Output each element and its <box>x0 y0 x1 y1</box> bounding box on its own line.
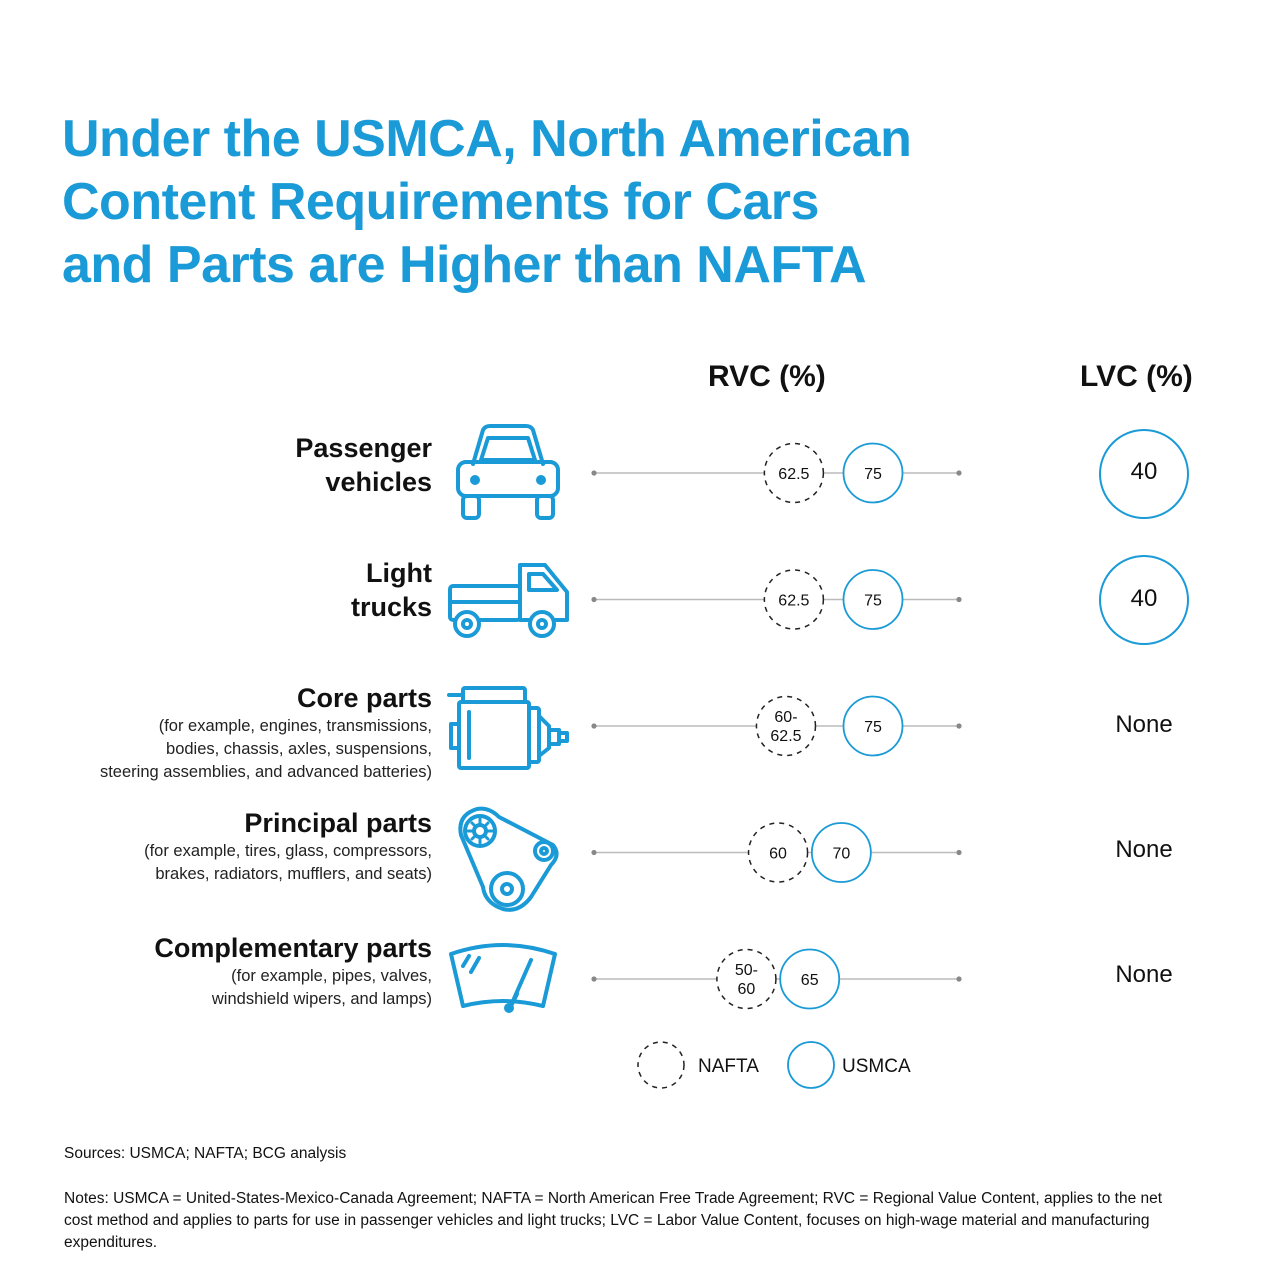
rvc-nafta-marker-passenger-vehicles <box>763 442 825 504</box>
rvc-track-end-dot <box>956 596 962 603</box>
lvc-value-passenger-vehicles: 40 <box>1130 458 1158 485</box>
row-label-core-parts: Core parts (for example, engines, transm… <box>100 681 432 784</box>
rvc-usmca-label: 75 <box>864 466 882 483</box>
title-line: Content Requirements for Cars <box>62 173 819 231</box>
rvc-nafta-marker-light-trucks <box>763 569 825 630</box>
legend-nafta-marker <box>637 1041 685 1089</box>
row-label-complementary-parts: Complementary parts (for example, pipes,… <box>154 931 432 1011</box>
truck-icon <box>447 562 571 642</box>
rvc-nafta-label: 62.5 <box>778 593 809 610</box>
lvc-circles <box>1099 429 1189 645</box>
title-line: and Parts are Higher than NAFTA <box>62 236 867 294</box>
rvc-track-start-dot <box>591 849 597 856</box>
rvc-chart: 62.5 75 62.5 75 60- 62.5 75 60 70 50- 60 65 <box>591 442 962 1010</box>
row-description: brakes, radiators, mufflers, and seats) <box>155 865 432 883</box>
rvc-usmca-marker-principal-parts <box>810 822 872 883</box>
legend-nafta-label: NAFTA <box>698 1056 759 1077</box>
rvc-nafta-label: 60- <box>774 709 797 726</box>
engine-icon <box>447 686 571 772</box>
legend-usmca-marker <box>787 1041 835 1089</box>
rvc-usmca-marker-light-trucks <box>842 569 904 630</box>
windshield-icon <box>447 940 559 1014</box>
lvc-circle-light-trucks <box>1099 555 1189 645</box>
rvc-usmca-marker-complementary-parts <box>779 948 841 1010</box>
rvc-track-start-dot <box>591 723 597 729</box>
sources-note: Sources: USMCA; NAFTA; BCG analysis <box>64 1145 347 1162</box>
row-name: Passenger <box>295 433 432 463</box>
rvc-column-header: RVC (%) <box>708 360 826 393</box>
rvc-track-start-dot <box>591 596 597 603</box>
row-description: steering assemblies, and advanced batter… <box>99 763 432 781</box>
rvc-nafta-label: 62.5 <box>770 728 801 745</box>
rvc-usmca-marker-passenger-vehicles <box>842 442 904 504</box>
rvc-usmca-label: 75 <box>864 593 882 610</box>
row-name: Light <box>366 558 432 588</box>
rvc-track-end-dot <box>956 470 962 476</box>
row-description: windshield wipers, and lamps) <box>211 990 432 1008</box>
rvc-nafta-label: 60 <box>769 846 787 863</box>
rvc-usmca-label: 65 <box>801 972 819 989</box>
rvc-track-start-dot <box>591 976 597 982</box>
lvc-value-core-parts: None <box>1115 711 1173 738</box>
row-label-light-trucks: Light trucks <box>351 556 432 624</box>
legend-markers <box>637 1041 835 1089</box>
rvc-track-end-dot <box>956 723 962 729</box>
rvc-track-end-dot <box>956 849 962 856</box>
car-icon <box>455 424 561 522</box>
rvc-nafta-marker-complementary-parts <box>716 948 777 1010</box>
lvc-column-header: LVC (%) <box>1080 360 1193 393</box>
notes-text: Notes: USMCA = United-States-Mexico-Cana… <box>64 1190 1163 1251</box>
rvc-nafta-label: 62.5 <box>778 466 809 483</box>
rvc-usmca-label: 75 <box>864 719 882 736</box>
row-label-passenger-vehicles: Passenger vehicles <box>295 431 432 499</box>
row-label-principal-parts: Principal parts (for example, tires, gla… <box>144 806 432 886</box>
rvc-nafta-label: 50- <box>735 962 758 979</box>
belt-pulley-icon <box>455 805 561 913</box>
rvc-usmca-marker-core-parts <box>842 695 904 757</box>
row-name: trucks <box>350 592 432 622</box>
rvc-track-end-dot <box>956 976 962 982</box>
row-description: (for example, engines, transmissions, <box>158 717 432 735</box>
row-name: Complementary parts <box>154 933 432 963</box>
row-description: (for example, pipes, valves, <box>231 967 432 985</box>
row-description: bodies, chassis, axles, suspensions, <box>166 740 432 758</box>
rvc-usmca-label: 70 <box>832 846 850 863</box>
lvc-value-complementary-parts: None <box>1115 961 1173 988</box>
page-title: Under the USMCA, North American Content … <box>62 108 1062 297</box>
rvc-nafta-label: 60 <box>738 981 756 998</box>
rvc-track-start-dot <box>591 470 597 476</box>
row-description: (for example, tires, glass, compressors, <box>144 842 432 860</box>
lvc-circle-passenger-vehicles <box>1099 429 1189 519</box>
lvc-value-light-trucks: 40 <box>1130 585 1158 612</box>
legend-usmca-label: USMCA <box>842 1056 911 1077</box>
row-name: Core parts <box>296 683 432 713</box>
title-line: Under the USMCA, North American <box>62 110 912 168</box>
rvc-nafta-marker-core-parts <box>755 695 817 757</box>
row-name: Principal parts <box>244 808 432 838</box>
lvc-value-principal-parts: None <box>1115 836 1173 863</box>
row-name: vehicles <box>325 467 432 497</box>
rvc-nafta-marker-principal-parts <box>747 822 809 883</box>
